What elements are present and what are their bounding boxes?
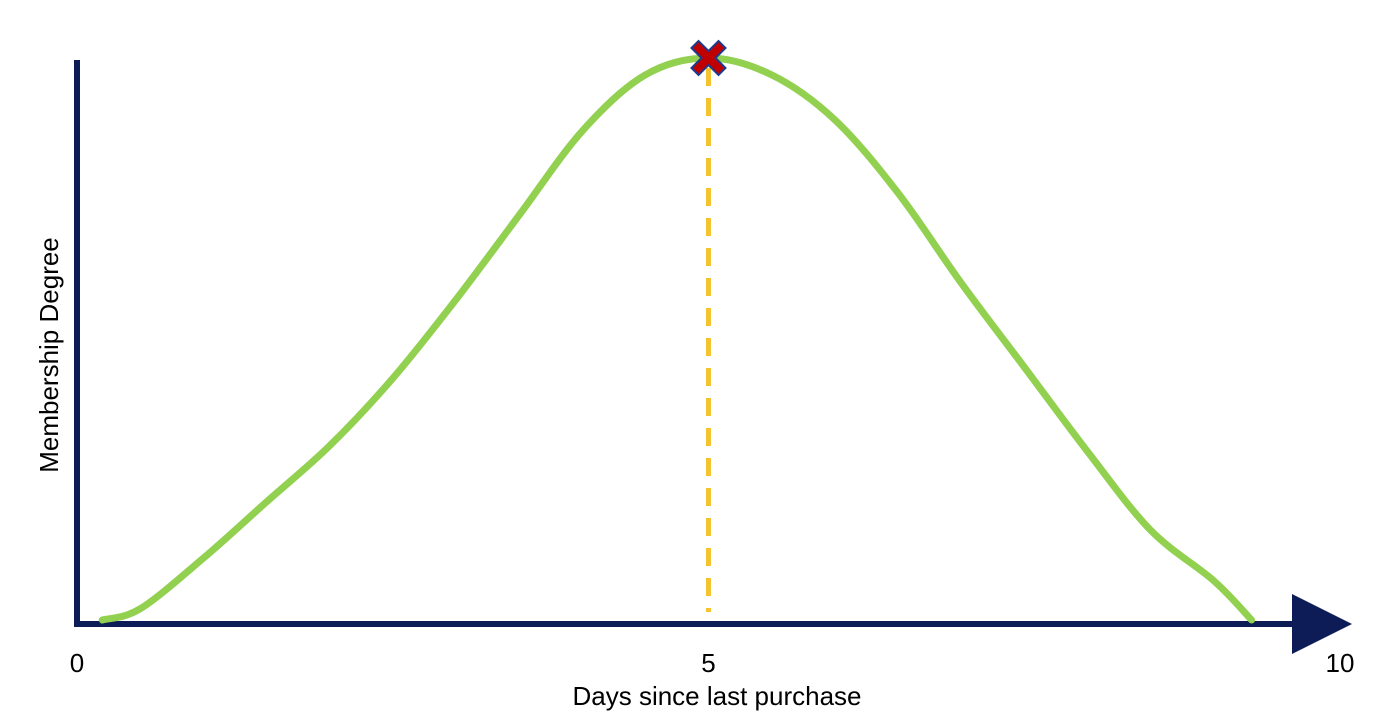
peak-marker-cross <box>690 39 727 77</box>
y-axis-title: Membership Degree <box>34 237 64 473</box>
membership-curve <box>98 54 1256 624</box>
x-tick-label: 0 <box>70 648 84 678</box>
x-tick-label: 5 <box>701 648 715 678</box>
x-axis-title: Days since last purchase <box>572 681 861 711</box>
x-tick-labels: 0 5 10 <box>70 648 1355 678</box>
x-tick-label: 10 <box>1326 648 1355 678</box>
peak-x-marker <box>690 39 727 77</box>
